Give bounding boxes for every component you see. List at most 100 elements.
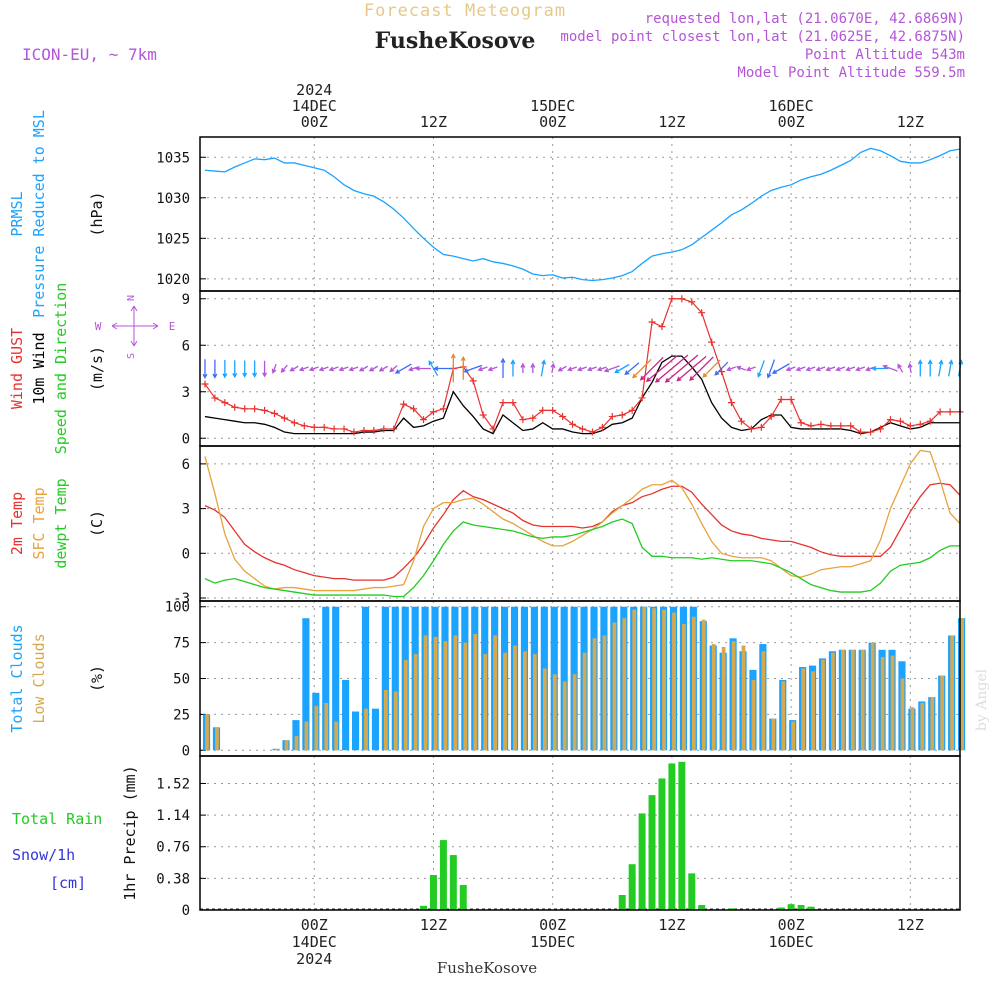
ytick-label-1: 0 (182, 546, 190, 562)
low-cloud-bar-57 (771, 718, 776, 751)
gust-marker-65 (847, 422, 855, 430)
panel-label-0-1: Pressure Reduced to MSL (30, 110, 48, 318)
low-cloud-bar-53 (731, 641, 736, 751)
wind-arrow-24 (433, 366, 453, 371)
panel-label-4-1: Snow/1h (12, 846, 75, 864)
gust-marker-54 (737, 417, 745, 425)
gust-marker-34 (539, 406, 547, 414)
wind-arrow-13 (328, 366, 339, 372)
low-cloud-bar-76 (960, 618, 964, 751)
rain-bar-44 (638, 813, 646, 910)
low-cloud-bar-61 (811, 671, 815, 751)
gust-marker-13 (330, 425, 338, 433)
wind-arrow-35 (550, 362, 556, 374)
top-axis-label-0-1: 14DEC (292, 97, 337, 115)
gust-marker-63 (827, 422, 835, 430)
wind-arrow-34 (540, 359, 547, 377)
wind-arrow-75 (948, 359, 954, 377)
gust-marker-38 (578, 425, 586, 433)
model-altitude: Model Point Altitude 559.5m (737, 65, 965, 81)
panel-3: 0 25 50 75 100 Total Clouds Low Clouds (%) (8, 600, 966, 759)
panel-ylabel-0: (hPa) (88, 191, 106, 236)
low-cloud-bar-70 (900, 678, 905, 751)
gust-marker-2 (221, 399, 229, 407)
ytick-label-2: 0.76 (156, 840, 190, 856)
rain-bar-50 (698, 905, 706, 910)
gust-marker-36 (559, 413, 567, 421)
gust-marker-24 (439, 405, 447, 413)
wind-arrow-2 (222, 359, 228, 379)
wind-arrow-46 (645, 355, 678, 383)
low-cloud-bar-45 (652, 608, 656, 751)
gust-marker-37 (569, 420, 577, 428)
ytick-label-2: 6 (182, 338, 190, 354)
low-cloud-bar-46 (662, 609, 666, 751)
low-cloud-bar-62 (821, 659, 825, 751)
low-cloud-bar-9 (294, 735, 299, 751)
low-cloud-bar-59 (791, 721, 796, 751)
wind-arrow-59 (785, 366, 796, 372)
low-cloud-bar-28 (483, 654, 488, 751)
gust-marker-32 (519, 416, 527, 424)
ytick-label-2: 50 (173, 672, 190, 688)
gust-marker-39 (588, 428, 596, 436)
low-cloud-bar-22 (423, 635, 428, 751)
compass-north: N (126, 295, 137, 301)
low-cloud-bar-12 (324, 702, 329, 751)
gust-marker-44 (638, 394, 646, 402)
low-cloud-bar-30 (503, 652, 507, 751)
low-cloud-bar-31 (513, 645, 517, 751)
low-cloud-bar-69 (890, 655, 895, 751)
location-title: FusheKosove (375, 28, 536, 54)
total-cloud-bar-19 (391, 606, 399, 751)
gust-marker-41 (608, 413, 616, 421)
rain-bar-24 (439, 840, 447, 910)
wind-arrow-52 (714, 361, 729, 376)
wind-arrow-25 (450, 353, 456, 383)
wind-arrow-56 (757, 360, 765, 378)
panel-label-1-2: Speed and Direction (52, 283, 70, 455)
ytick-label-1: 3 (182, 385, 190, 401)
ytick-label-0: 0 (182, 903, 190, 919)
gust-marker-58 (777, 396, 785, 403)
gust-marker-45 (648, 318, 656, 326)
low-cloud-bar-33 (532, 654, 537, 751)
gust-marker-10 (300, 422, 308, 430)
ytick-label-0: 0 (182, 431, 190, 447)
panel-ylabel-2: (C) (88, 510, 106, 537)
wind-arrow-54 (735, 365, 746, 371)
low-cloud-bar-27 (473, 634, 478, 751)
total-cloud-bar-13 (332, 606, 340, 751)
rain-bar-53 (728, 908, 735, 910)
ytick-label-1: 25 (173, 707, 190, 723)
wind-arrow-62 (815, 366, 826, 372)
low-cloud-bar-73 (930, 697, 935, 751)
panel-0: 1020 1025 1030 1035 PRMSL Pressure Reduced to… (8, 110, 961, 318)
gust-marker-20 (400, 400, 408, 408)
ytick-label-3: 75 (173, 636, 190, 652)
gust-marker-8 (280, 414, 288, 422)
gust-marker-35 (549, 406, 557, 414)
bottom-axis-label-0-1: 14DEC (292, 933, 337, 951)
temp-line-1 (204, 449, 961, 592)
panel-label-3-0: Total Clouds (8, 624, 26, 732)
gust-marker-49 (688, 298, 696, 306)
rain-bar-22 (420, 905, 428, 910)
gust-marker-11 (310, 423, 318, 431)
wind-arrow-12 (318, 366, 329, 372)
compass-ns-arrow (130, 305, 138, 347)
gust-marker-62 (817, 420, 825, 428)
wind-arrow-37 (567, 366, 578, 372)
wind-arrow-26 (460, 355, 466, 380)
ytick-label-2: 3 (182, 502, 190, 518)
point-altitude: Point Altitude 543m (805, 47, 965, 63)
total-cloud-bar-36 (560, 606, 568, 751)
top-axis-label-1-0: 12Z (420, 113, 447, 131)
wind-arrow-11 (308, 366, 319, 372)
total-cloud-bar-17 (371, 708, 380, 751)
low-cloud-bar-72 (920, 702, 925, 751)
low-cloud-bar-10 (304, 721, 309, 751)
wind-arrow-5 (252, 360, 258, 378)
